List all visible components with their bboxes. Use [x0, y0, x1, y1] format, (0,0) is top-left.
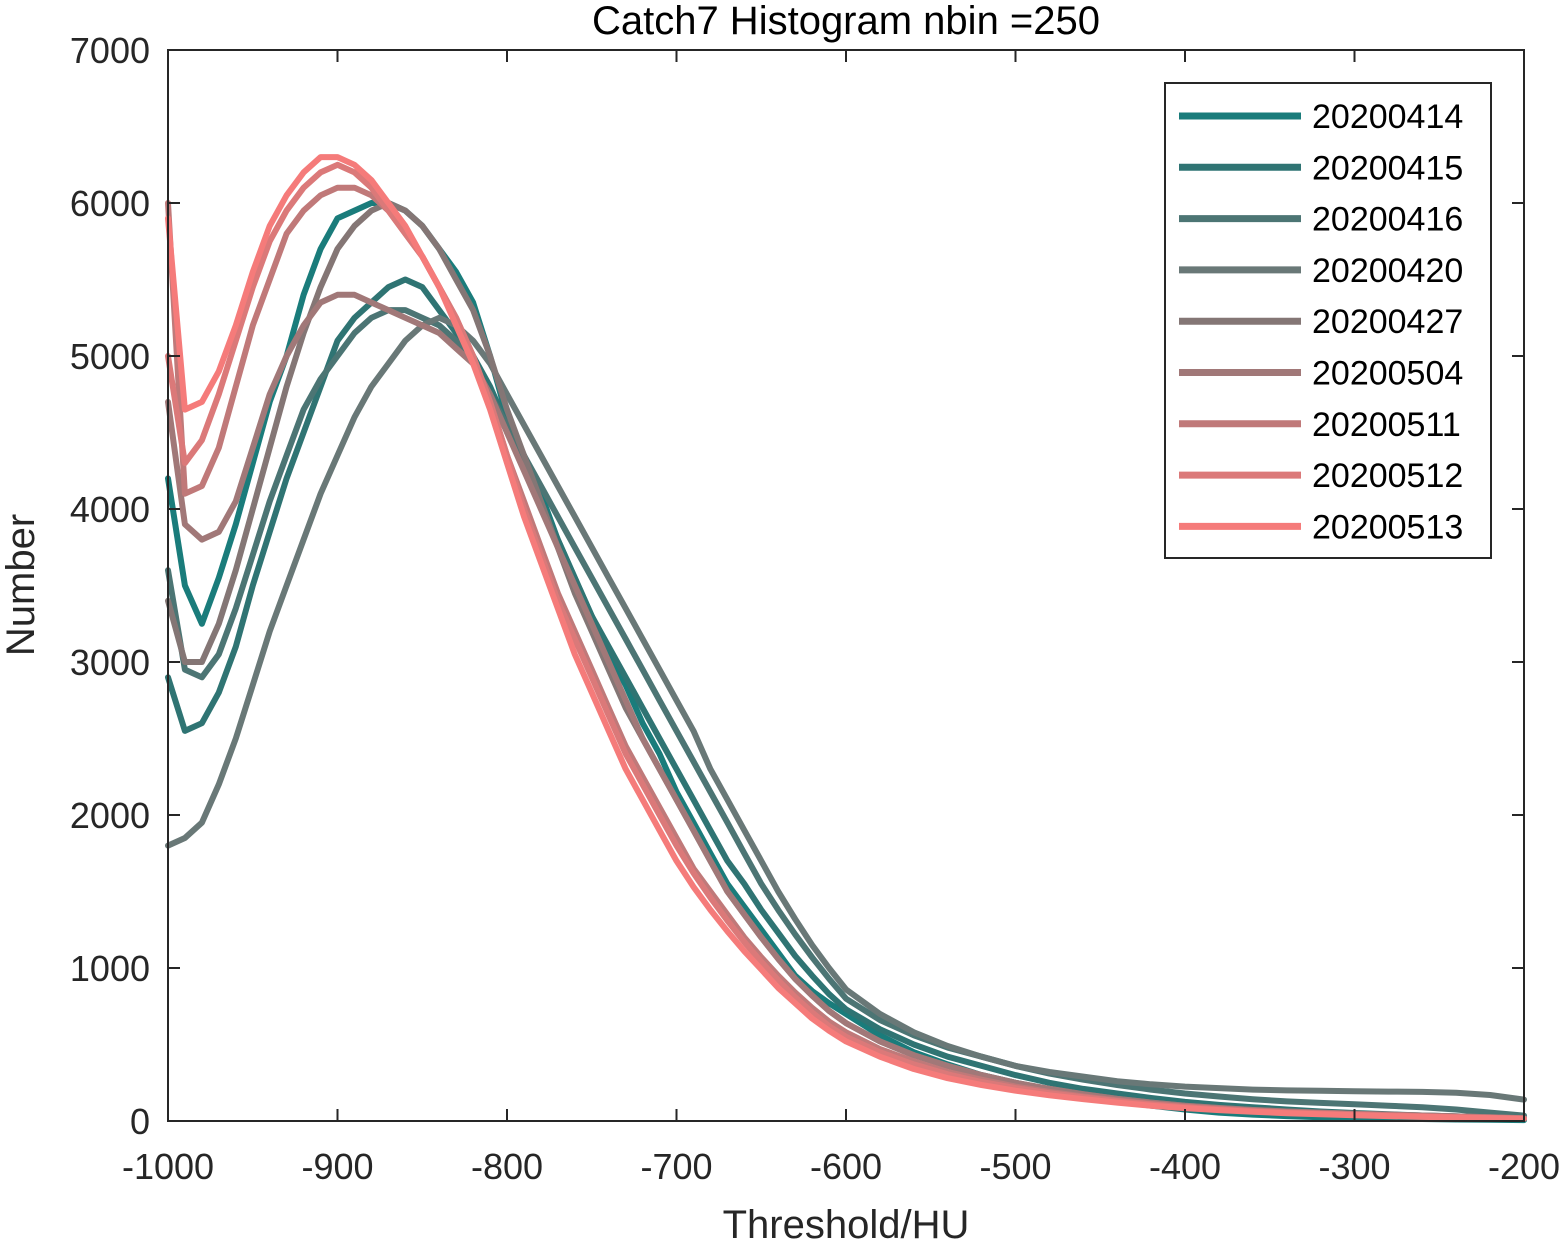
series-line-20200415	[165, 276, 1527, 1122]
series-line-20200420	[165, 314, 1527, 1103]
y-tick-label: 0	[130, 1101, 150, 1142]
legend-label: 20200420	[1312, 252, 1463, 290]
x-axis-title: Threshold/HU	[723, 1203, 970, 1244]
legend-label: 20200416	[1312, 201, 1463, 239]
series-line-20200513	[165, 154, 1527, 1122]
x-tick-label: -400	[1149, 1146, 1221, 1187]
chart-title: Catch7 Histogram nbin =250	[592, 0, 1100, 43]
x-tick-label: -200	[1488, 1146, 1560, 1187]
y-tick-label: 1000	[70, 948, 150, 989]
x-tick-label: -300	[1318, 1146, 1390, 1187]
y-tick-label: 3000	[70, 642, 150, 683]
legend: 20200414 20200415 20200416 20200420 20200427…	[1164, 82, 1492, 559]
y-tick-label: 5000	[70, 336, 150, 377]
legend-label: 20200513	[1312, 508, 1463, 546]
y-tick-label: 4000	[70, 489, 150, 530]
x-tick-label: -700	[640, 1146, 712, 1187]
x-tick-label: -900	[301, 1146, 373, 1187]
y-axis-title: Number	[0, 514, 43, 656]
y-tick-label: 7000	[70, 30, 150, 71]
y-tick-label: 2000	[70, 795, 150, 836]
legend-label: 20200504	[1312, 355, 1463, 393]
legend-label: 20200427	[1312, 303, 1463, 341]
legend-label: 20200414	[1312, 98, 1463, 136]
y-tick-label: 6000	[70, 183, 150, 224]
x-tick-label: -1000	[122, 1146, 214, 1187]
legend-label: 20200511	[1312, 406, 1461, 444]
series-line-20200416	[165, 307, 1527, 1119]
x-tick-label: -500	[979, 1146, 1051, 1187]
x-tick-label: -800	[471, 1146, 543, 1187]
x-tick-label: -600	[810, 1146, 882, 1187]
legend-label: 20200415	[1312, 149, 1463, 187]
plot-area	[165, 154, 1527, 1124]
legend-label: 20200512	[1312, 457, 1463, 495]
axis-ticks: -1000 -900 -800 -700 -600 -500 -400 -300 -200 0 10…	[70, 30, 1560, 1187]
